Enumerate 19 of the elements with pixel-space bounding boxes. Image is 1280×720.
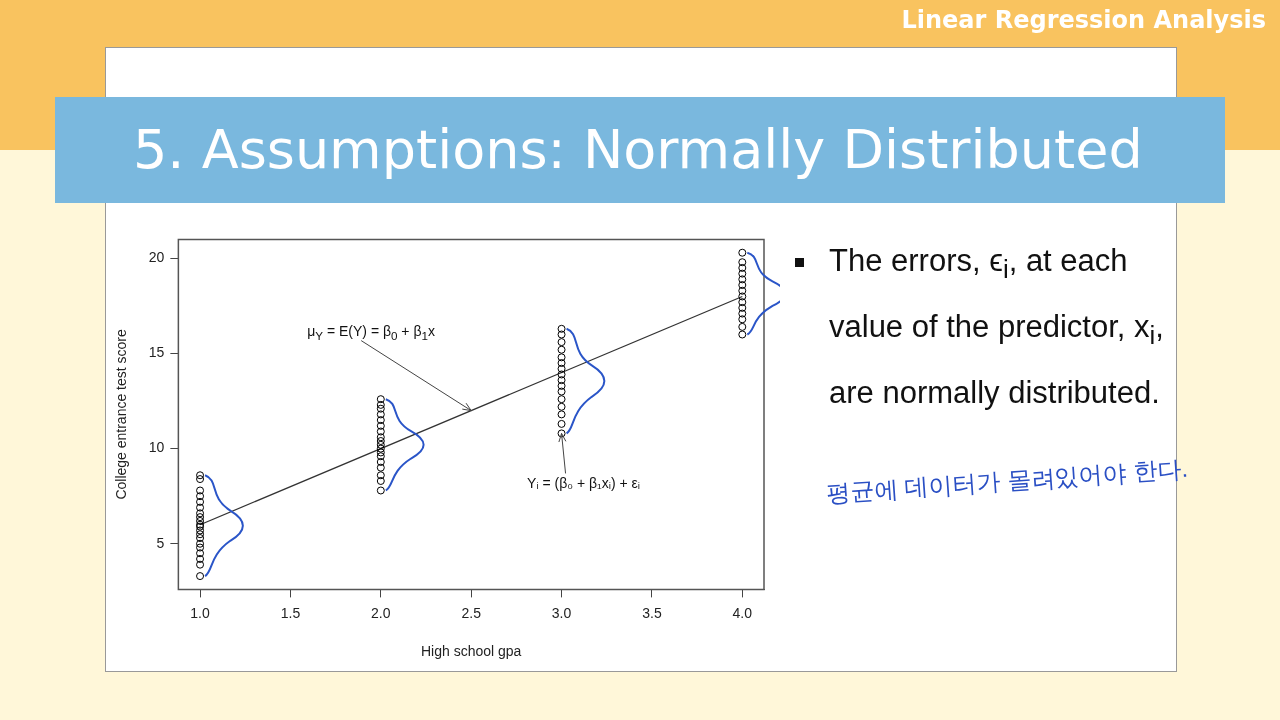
x-tick-label: 1.5 — [280, 604, 301, 621]
y-tick-label: 20 — [148, 249, 165, 266]
y-tick-label: 5 — [156, 534, 165, 551]
text: 평균에 데이터가 몰려있어야 한다. — [825, 453, 1190, 509]
annotation: Yᵢ = (β₀ + β₁xᵢ) + εᵢ — [527, 475, 641, 492]
x-tick-label: 2.5 — [461, 604, 482, 621]
x-axis-title: High school gpa — [420, 643, 522, 660]
x-tick-label: 4.0 — [732, 604, 753, 621]
annotation: μ$_{Y}$ = E(Y) = β$_{0}$ + β$_{1}$x — [307, 323, 435, 342]
x-tick-label: 1.0 — [190, 604, 210, 621]
x-tick-label: 3.5 — [642, 604, 662, 621]
chart-title: 5. Assumptions: Normally Distributed — [55, 97, 1225, 203]
text: Linear Regression Analysis — [901, 6, 1266, 34]
text: The errors, ϵ$_{i}$, at each value of the predictor, x$_{i}$, are normally distributed. — [828, 242, 1165, 413]
y-tick-label: 15 — [148, 344, 165, 361]
x-tick-label: 2.0 — [371, 604, 391, 621]
y-axis-title: College entrance test score — [113, 328, 130, 500]
y-tick-label: 10 — [148, 439, 165, 456]
x-tick-label: 3.0 — [551, 604, 572, 621]
